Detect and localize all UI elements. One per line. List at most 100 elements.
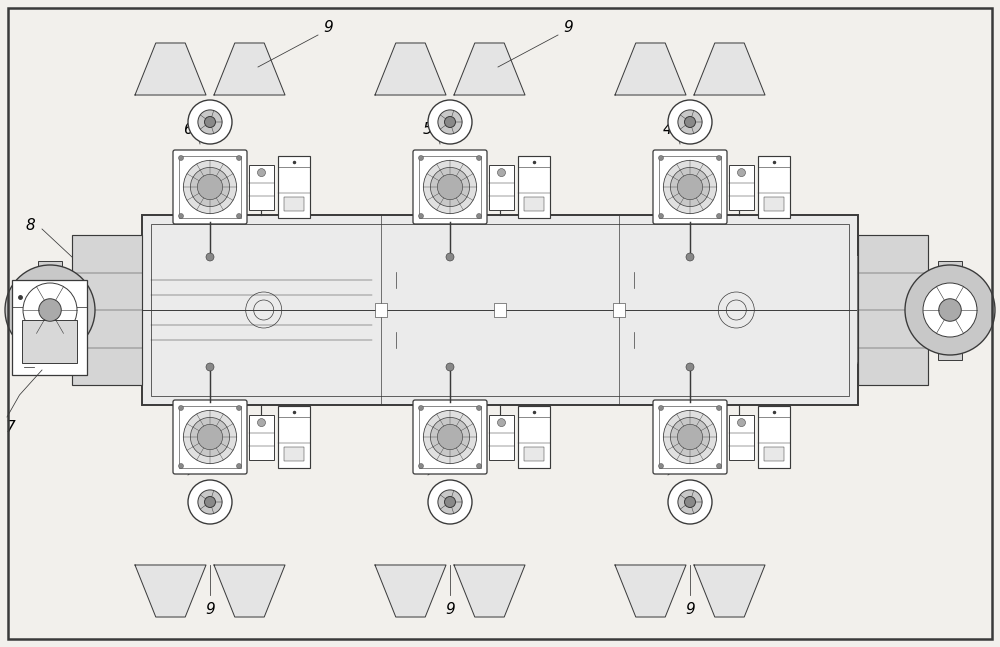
- Bar: [179, 406, 241, 468]
- Text: 9: 9: [685, 602, 695, 617]
- Bar: [518, 406, 550, 468]
- Text: 9: 9: [563, 19, 573, 34]
- FancyBboxPatch shape: [413, 150, 487, 224]
- Bar: [858, 235, 928, 385]
- Bar: [278, 156, 310, 218]
- Bar: [758, 156, 790, 218]
- FancyBboxPatch shape: [413, 400, 487, 474]
- Bar: [938, 261, 962, 360]
- Circle shape: [183, 160, 237, 214]
- Circle shape: [663, 160, 717, 214]
- Bar: [729, 164, 754, 210]
- Bar: [524, 447, 544, 461]
- FancyBboxPatch shape: [173, 400, 247, 474]
- Circle shape: [39, 299, 61, 322]
- Circle shape: [678, 490, 702, 514]
- Circle shape: [905, 265, 995, 355]
- Bar: [613, 303, 625, 317]
- Bar: [764, 447, 784, 461]
- Circle shape: [670, 417, 710, 457]
- Circle shape: [190, 417, 230, 457]
- Bar: [494, 303, 506, 317]
- Circle shape: [258, 419, 266, 426]
- Circle shape: [497, 169, 506, 177]
- Bar: [419, 156, 481, 218]
- Circle shape: [663, 410, 717, 464]
- Polygon shape: [615, 43, 686, 95]
- Circle shape: [418, 155, 424, 160]
- Bar: [489, 164, 514, 210]
- Bar: [38, 261, 62, 360]
- Bar: [284, 197, 304, 210]
- Text: 3: 3: [685, 485, 695, 499]
- Circle shape: [668, 480, 712, 524]
- Bar: [758, 406, 790, 468]
- Circle shape: [444, 496, 456, 507]
- Circle shape: [237, 214, 242, 219]
- Circle shape: [923, 283, 977, 337]
- Circle shape: [430, 168, 470, 206]
- Bar: [142, 215, 858, 405]
- Text: 5: 5: [423, 122, 433, 137]
- Circle shape: [437, 175, 463, 200]
- Circle shape: [658, 214, 664, 219]
- Bar: [151, 224, 849, 396]
- Polygon shape: [694, 43, 765, 95]
- Circle shape: [444, 116, 456, 127]
- Circle shape: [716, 406, 722, 410]
- Polygon shape: [454, 43, 525, 95]
- Polygon shape: [454, 565, 525, 617]
- Polygon shape: [104, 238, 142, 382]
- Circle shape: [428, 480, 472, 524]
- Text: 4: 4: [663, 122, 673, 137]
- Polygon shape: [214, 565, 285, 617]
- Circle shape: [197, 424, 223, 450]
- Circle shape: [477, 155, 482, 160]
- Circle shape: [686, 253, 694, 261]
- Circle shape: [423, 160, 477, 214]
- FancyBboxPatch shape: [173, 150, 247, 224]
- Bar: [249, 415, 274, 459]
- Polygon shape: [375, 43, 446, 95]
- Bar: [249, 164, 274, 210]
- Circle shape: [178, 406, 184, 410]
- Circle shape: [668, 100, 712, 144]
- Text: 2: 2: [445, 485, 455, 499]
- Bar: [659, 156, 721, 218]
- Circle shape: [5, 265, 95, 355]
- Polygon shape: [214, 43, 285, 95]
- Bar: [375, 303, 387, 317]
- Circle shape: [939, 299, 961, 322]
- Bar: [524, 197, 544, 210]
- Polygon shape: [615, 565, 686, 617]
- Circle shape: [497, 419, 506, 426]
- Text: 9: 9: [323, 19, 333, 34]
- Circle shape: [206, 253, 214, 261]
- Circle shape: [477, 406, 482, 410]
- Circle shape: [178, 463, 184, 468]
- Circle shape: [188, 480, 232, 524]
- Circle shape: [198, 490, 222, 514]
- FancyBboxPatch shape: [653, 400, 727, 474]
- Circle shape: [716, 155, 722, 160]
- Polygon shape: [135, 43, 206, 95]
- Circle shape: [670, 168, 710, 206]
- Circle shape: [716, 214, 722, 219]
- Circle shape: [178, 214, 184, 219]
- Circle shape: [190, 168, 230, 206]
- Bar: [284, 447, 304, 461]
- Bar: [278, 406, 310, 468]
- Text: 9: 9: [445, 602, 455, 617]
- Circle shape: [438, 110, 462, 134]
- Polygon shape: [135, 565, 206, 617]
- Circle shape: [716, 463, 722, 468]
- Circle shape: [438, 490, 462, 514]
- Circle shape: [677, 424, 703, 450]
- Circle shape: [738, 169, 746, 177]
- Circle shape: [237, 155, 242, 160]
- Bar: [419, 406, 481, 468]
- Circle shape: [258, 169, 266, 177]
- Circle shape: [430, 417, 470, 457]
- Circle shape: [23, 283, 77, 337]
- Text: 6: 6: [183, 122, 193, 137]
